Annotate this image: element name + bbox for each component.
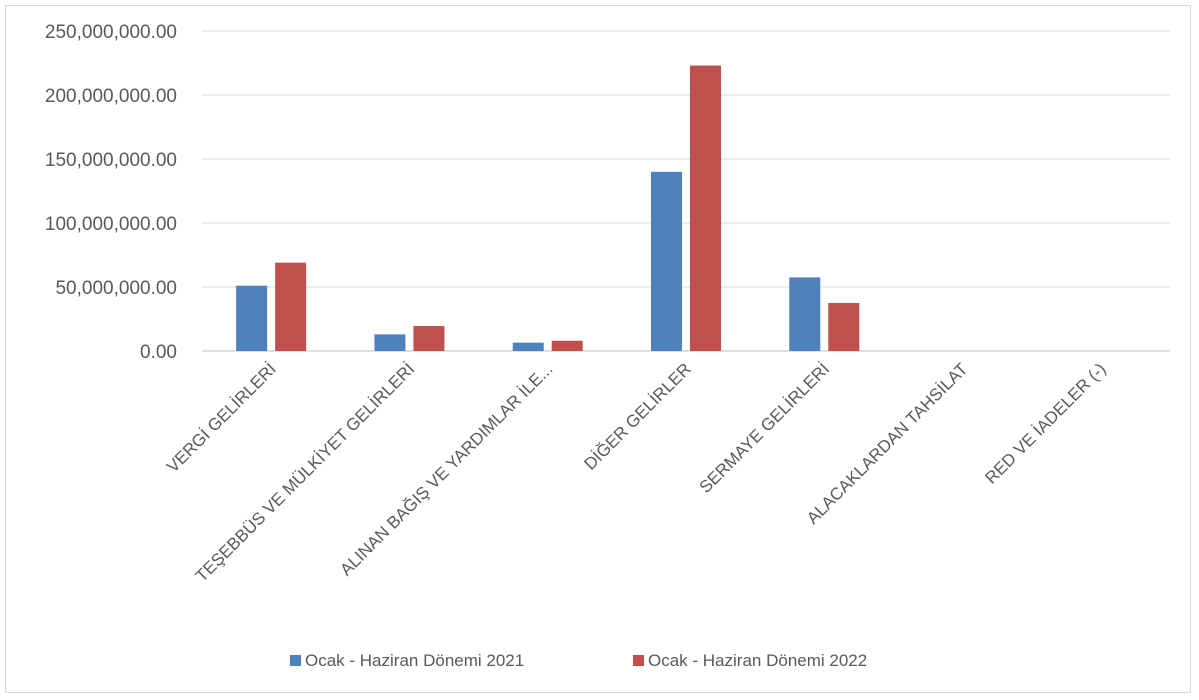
x-tick-label: ALINAN BAĞIŞ VE YARDIMLAR İLE... <box>336 359 556 579</box>
legend-swatch <box>633 655 644 666</box>
bar-2021 <box>651 171 682 351</box>
chart-frame <box>5 5 1191 693</box>
bar-2022 <box>690 65 721 351</box>
bar-2021 <box>512 342 544 351</box>
y-tick-label: 200,000,000.00 <box>45 86 177 107</box>
x-tick-label: TEŞEBBÜS VE MÜLKİYET GELİRLERİ <box>192 359 418 585</box>
y-tick-label: 100,000,000.00 <box>45 214 177 235</box>
bar-2021 <box>236 285 268 351</box>
y-tick-label: 0.00 <box>140 342 177 363</box>
bar-2022 <box>551 340 583 351</box>
y-tick-label: 150,000,000.00 <box>45 150 177 171</box>
bar-2021 <box>374 334 406 351</box>
legend-label: Ocak - Haziran Dönemi 2021 <box>305 651 524 670</box>
bar-2022 <box>275 262 307 351</box>
bar-2022 <box>828 303 860 351</box>
legend-swatch <box>290 655 301 666</box>
y-tick-label: 250,000,000.00 <box>45 22 177 43</box>
legend-label: Ocak - Haziran Dönemi 2022 <box>648 651 867 670</box>
x-tick-label: DİĞER GELİRLER <box>581 359 695 473</box>
x-tick-label: VERGİ GELİRLERİ <box>163 359 280 476</box>
x-tick-label: RED VE İADELER (-) <box>981 359 1109 487</box>
x-tick-label: ALACAKLARDAN TAHSİLAT <box>803 359 971 527</box>
x-tick-label: SERMAYE GELİRLERİ <box>696 359 833 496</box>
bar-2021 <box>789 277 821 351</box>
bar-2022 <box>413 326 445 351</box>
y-tick-label: 50,000,000.00 <box>55 278 177 299</box>
